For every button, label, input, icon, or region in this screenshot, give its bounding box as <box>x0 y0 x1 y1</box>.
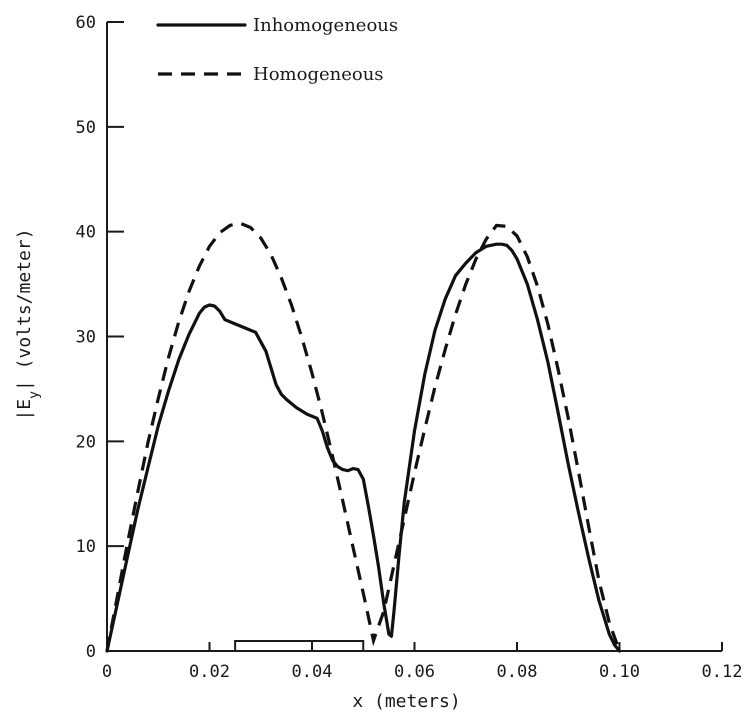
series-line-homogeneous <box>105 221 622 652</box>
legend-entry-inhomogeneous: Inhomogeneous <box>156 15 398 36</box>
series-line-inhomogeneous <box>105 242 622 653</box>
x-tick-label: 0.12 <box>702 662 743 682</box>
x-tick-label: 0.02 <box>189 662 230 682</box>
y-axis-label: |Ey| (volts/meter) <box>14 228 42 420</box>
y-axis-label-tail: | (volts/meter) <box>14 228 35 391</box>
legend-entry-homogeneous: Homogeneous <box>158 64 384 85</box>
legend-label-inhomogeneous: Inhomogeneous <box>253 15 398 36</box>
x-tick-label: 0.06 <box>394 662 435 682</box>
y-tick-label: 10 <box>76 537 96 557</box>
y-axis-label-main: |E <box>14 399 35 421</box>
y-axis-label-subscript: y <box>27 391 42 399</box>
legend: Inhomogeneous Homogeneous <box>156 15 398 85</box>
y-tick-label: 60 <box>76 13 96 33</box>
x-tick-label: 0.04 <box>292 662 333 682</box>
y-ticks: 0 10 20 30 40 50 60 <box>76 13 124 662</box>
x-ticks: 0 0.02 0.04 0.06 0.08 0.10 0.12 <box>102 642 743 682</box>
dielectric-slab <box>234 640 365 651</box>
y-tick-label: 0 <box>86 642 96 662</box>
y-tick-label: 30 <box>76 328 96 348</box>
x-axis-label: x (meters) <box>352 691 460 712</box>
x-tick-label: 0 <box>102 662 112 682</box>
svg-text:|Ey| (volts/meter): |Ey| (volts/meter) <box>14 228 42 420</box>
y-tick-label: 50 <box>76 118 96 138</box>
axes <box>106 22 722 652</box>
y-tick-label: 20 <box>76 432 96 452</box>
legend-label-homogeneous: Homogeneous <box>253 64 384 85</box>
series-layer <box>105 221 622 653</box>
x-tick-label: 0.10 <box>599 662 640 682</box>
y-tick-label: 40 <box>76 223 96 243</box>
dielectric-slab-outline <box>234 640 365 651</box>
x-tick-label: 0.08 <box>497 662 538 682</box>
